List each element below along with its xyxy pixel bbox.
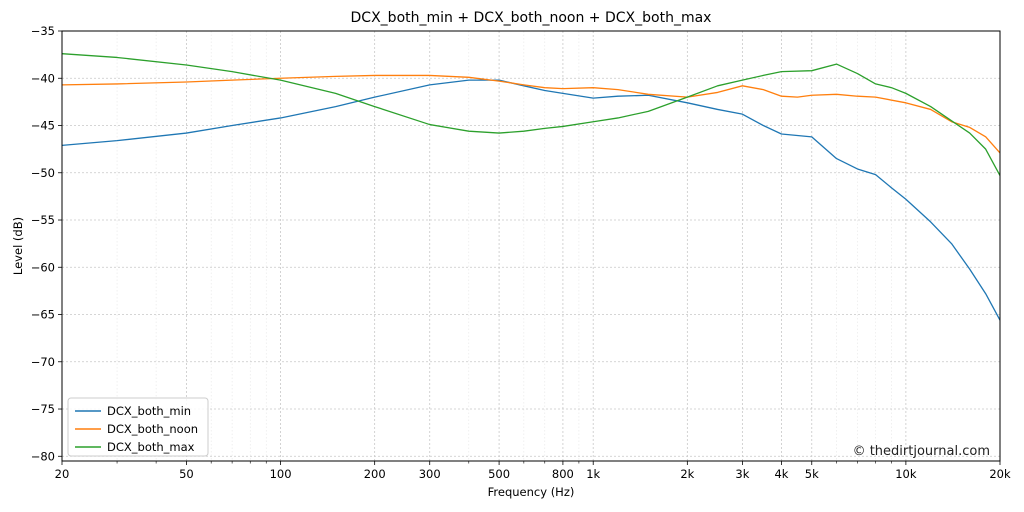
x-tick-label: 2k	[680, 467, 694, 481]
x-tick-label: 1k	[586, 467, 600, 481]
legend-label: DCX_both_min	[107, 404, 191, 418]
y-tick-label: −45	[31, 119, 55, 133]
x-tick-label: 10k	[895, 467, 917, 481]
series-line-2	[61, 74, 1001, 154]
y-axis-label: Level (dB)	[11, 217, 25, 275]
legend-label: DCX_both_max	[107, 440, 195, 454]
tick-layer: 20 50 100 200 300 500 800 1k 2k 3k 4k 5k 10k 20k −35 −4…	[31, 24, 1011, 481]
y-tick-label: −35	[31, 24, 55, 38]
x-tick-label: 20k	[989, 467, 1011, 481]
x-tick-label: 800	[552, 467, 574, 481]
x-tick-label: 200	[364, 467, 386, 481]
chart-title: DCX_both_min + DCX_both_noon + DCX_both_…	[351, 10, 712, 26]
x-tick-label: 500	[488, 467, 510, 481]
y-tick-label: −55	[31, 213, 55, 227]
y-tick-label: −80	[31, 449, 55, 463]
y-tick-label: −75	[31, 402, 55, 416]
y-tick-label: −60	[31, 260, 55, 274]
legend-box	[67, 397, 209, 457]
x-tick-label: 300	[419, 467, 441, 481]
x-tick-label: 4k	[774, 467, 788, 481]
x-tick-label: 3k	[735, 467, 749, 481]
y-tick-label: −70	[31, 355, 55, 369]
series-line-1	[61, 79, 1001, 321]
series-layer	[61, 53, 1001, 321]
x-tick-label: 50	[179, 467, 194, 481]
x-tick-label: 5k	[805, 467, 819, 481]
x-tick-label: 100	[270, 467, 292, 481]
x-axis-label: Frequency (Hz)	[488, 485, 575, 499]
y-tick-label: −40	[31, 71, 55, 85]
y-tick-label: −65	[31, 308, 55, 322]
legend-items: DCX_both_min DCX_both_noon DCX_both_max	[75, 404, 198, 454]
series-line-3	[61, 53, 1001, 176]
legend-label: DCX_both_noon	[107, 422, 198, 436]
y-tick-label: −50	[31, 166, 55, 180]
plot-frame	[61, 30, 1001, 462]
credit-text: © thedirtjournal.com	[853, 444, 990, 459]
x-tick-label: 20	[55, 467, 70, 481]
legend: DCX_both_min DCX_both_noon DCX_both_max	[67, 397, 209, 457]
